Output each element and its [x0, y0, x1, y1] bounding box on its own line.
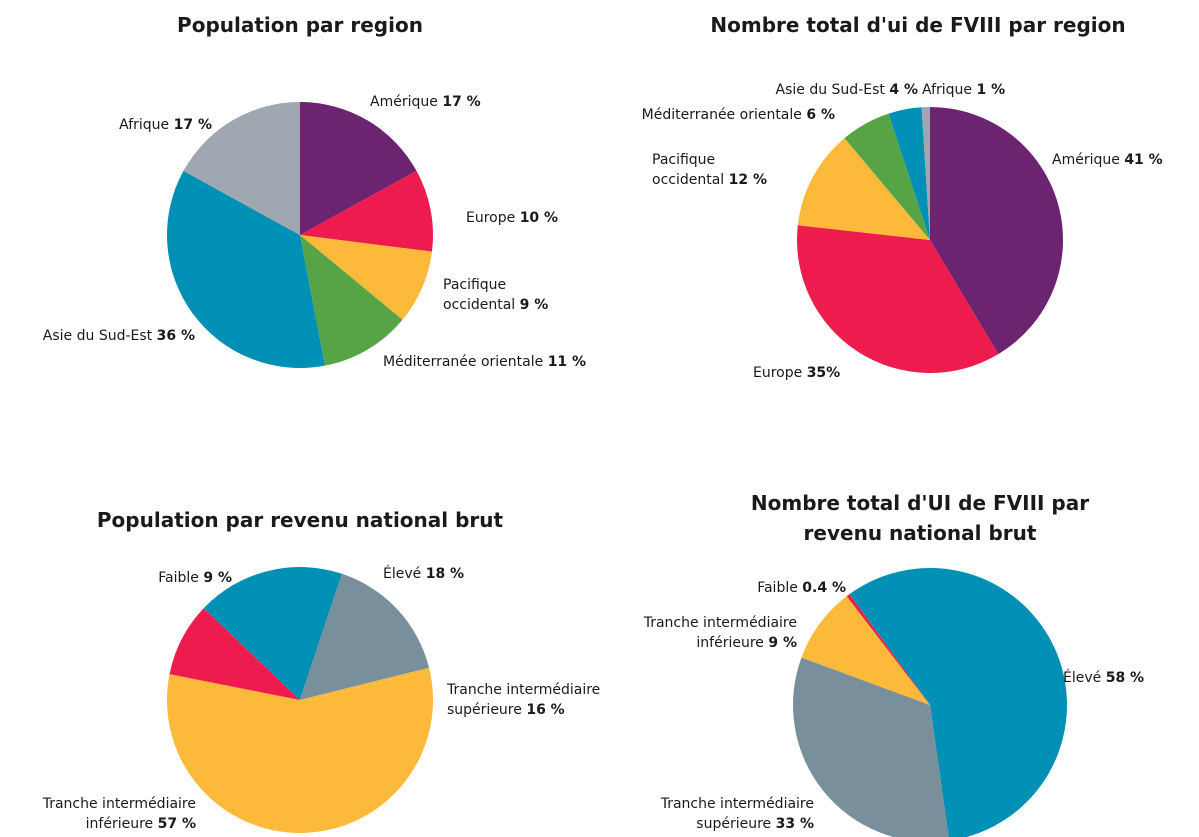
slice-category: Amérique — [1052, 152, 1120, 168]
slice-label: Tranche intermédiaire inférieure 57 % — [0, 794, 196, 834]
slice-label: Asie du Sud-Est 4 % — [776, 80, 918, 100]
slice-label: Pacifique occidental 12 % — [652, 150, 772, 190]
pie-slice — [930, 107, 1063, 355]
slice-label: Tranche intermédiaire supérieure 16 % — [447, 680, 647, 720]
pie-slice — [300, 235, 403, 366]
slice-value: 9 % — [203, 570, 232, 586]
pie-slice — [300, 170, 434, 252]
slice-label: Europe 10 % — [466, 208, 558, 228]
slice-value: 12 % — [728, 172, 768, 188]
pie-slice — [166, 667, 433, 834]
slice-label: Tranche intermédiaire inférieure 9 % — [597, 613, 797, 653]
pie-slice — [888, 107, 930, 241]
pie-slice — [797, 138, 930, 240]
slice-value: 1 % — [976, 82, 1006, 98]
pie-slice — [849, 568, 1067, 837]
slice-value: 6 % — [806, 107, 835, 123]
slice-value: 11 % — [547, 354, 587, 370]
pie-slice — [300, 235, 432, 320]
slice-value: 16 % — [526, 702, 565, 718]
slice-category: Pacifique occidental — [443, 277, 516, 313]
chart-title: Population par revenu national brut — [96, 508, 504, 532]
slice-category: Afrique — [922, 82, 973, 98]
slice-category: Asie du Sud-Est — [42, 328, 153, 344]
slice-label: Tranche intermédiaire supérieure 33 % — [614, 794, 814, 834]
slice-label: Élevé 18 % — [383, 564, 464, 584]
slice-label: Amérique 17 % — [370, 92, 481, 112]
slice-value: 10 % — [519, 210, 559, 226]
slice-value: 58 % — [1105, 670, 1145, 686]
chart-title: Population par region — [177, 13, 423, 37]
pie-slice — [844, 113, 930, 240]
slice-value: 33 % — [775, 816, 814, 832]
slice-label: Méditerranée orientale 11 % — [383, 352, 586, 372]
slice-label: Afrique 1 % — [922, 80, 1005, 100]
slice-label: Faible 9 % — [158, 568, 232, 588]
slice-label: Méditerranée orientale 6 % — [642, 105, 835, 125]
slice-label: Europe 35% — [753, 363, 840, 383]
slice-category: Faible — [158, 570, 199, 586]
slice-value: 4 % — [889, 82, 918, 98]
slice-value: 36 % — [156, 328, 195, 344]
slice-label: Faible 0.4 % — [757, 578, 846, 598]
slice-value: 17 % — [442, 94, 481, 110]
pie-slice — [846, 594, 930, 705]
pie-slice — [183, 102, 300, 235]
slice-label: Asie du Sud-Est 36 % — [43, 326, 195, 346]
pie-slice — [797, 225, 999, 373]
slice-label: Élevé 58 % — [1063, 668, 1144, 688]
chart-title: Nombre total d'ui de FVIII par region — [710, 13, 1126, 37]
slice-value: 9 % — [519, 297, 549, 313]
slice-category: Méditerranée orientale — [383, 354, 544, 370]
pie-slice — [300, 102, 417, 235]
pie-slice — [167, 170, 325, 368]
slice-value: 17 % — [173, 117, 212, 133]
chart-title: Nombre total d'UI de FVIII par revenu na… — [750, 491, 1090, 545]
slice-category: Pacifique occidental — [652, 152, 725, 188]
slice-category: Tranche intermédiaire inférieure — [643, 615, 797, 651]
slice-category: Faible — [757, 580, 798, 596]
slice-label: Pacifique occidental 9 % — [443, 275, 573, 315]
slice-category: Europe — [466, 210, 516, 226]
slice-value: 35% — [806, 365, 841, 381]
pie-slice — [203, 567, 342, 700]
pie-slice — [921, 107, 930, 240]
slice-category: Tranche intermédiaire supérieure — [447, 682, 601, 718]
slice-category: Europe — [753, 365, 803, 381]
slice-category: Amérique — [370, 94, 438, 110]
slice-category: Élevé — [383, 566, 422, 582]
slice-label: Amérique 41 % — [1052, 150, 1163, 170]
slice-value: 0.4 % — [802, 580, 846, 596]
pie-slice — [300, 573, 430, 700]
slice-category: Élevé — [1063, 670, 1102, 686]
slice-category: Méditerranée orientale — [641, 107, 802, 123]
slice-value: 9 % — [768, 635, 797, 651]
pie-slice — [793, 657, 949, 837]
slice-label: Afrique 17 % — [119, 115, 212, 135]
slice-category: Tranche intermédiaire supérieure — [660, 796, 814, 832]
slice-value: 57 % — [157, 816, 196, 832]
slice-category: Tranche intermédiaire inférieure — [42, 796, 196, 832]
pie-slice — [801, 596, 930, 705]
pie-slice — [169, 608, 300, 700]
slice-value: 18 % — [425, 566, 465, 582]
slice-category: Afrique — [119, 117, 170, 133]
slice-category: Asie du Sud-Est — [775, 82, 885, 98]
slice-value: 41 % — [1124, 152, 1163, 168]
